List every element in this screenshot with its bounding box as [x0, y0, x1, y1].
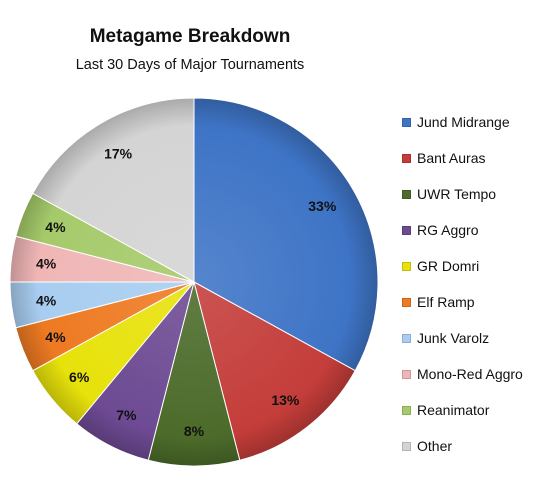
pie-slice-jund-midrange [193, 97, 379, 372]
legend-swatch [402, 369, 411, 379]
legend-item-rg-aggro: RG Aggro [402, 220, 478, 240]
slice-label-junk-varolz: 4% [36, 293, 57, 309]
legend-label: Junk Varolz [417, 330, 490, 346]
legend-swatch [402, 405, 411, 415]
legend-swatch [402, 261, 411, 271]
legend-swatch [402, 333, 411, 343]
legend-item-uwr-tempo: UWR Tempo [402, 184, 496, 204]
slice-label-bant-auras: 13% [271, 392, 300, 408]
legend-swatch [402, 225, 411, 235]
legend-label: Other [417, 438, 453, 454]
legend-item-junk-varolz: Junk Varolz [402, 328, 489, 348]
legend-item-gr-domri: GR Domri [402, 256, 479, 276]
slice-label-uwr-tempo: 8% [184, 423, 205, 439]
chart-title: Metagame Breakdown [89, 26, 291, 47]
chart-subtitle: Last 30 Days of Major Tournaments [75, 57, 305, 73]
legend-label: Bant Auras [417, 150, 486, 166]
slice-label-rg-aggro: 7% [116, 407, 137, 423]
legend-item-other: Other [402, 436, 452, 456]
legend-label: GR Domri [417, 258, 480, 274]
legend-label: Reanimator [417, 402, 490, 418]
legend-label: RG Aggro [417, 222, 479, 238]
legend-swatch [402, 117, 411, 127]
pie-slices [9, 97, 379, 467]
pie-slice-bant-auras [193, 281, 356, 461]
slice-label-jund-midrange: 33% [308, 198, 337, 214]
pie-labels: 33% 13% 8% 7% 6% 4% 4% 4% 4% 17% [36, 146, 337, 439]
legend-swatch [402, 441, 411, 451]
slice-label-mono-red-aggro: 4% [36, 255, 57, 271]
legend-item-elf-ramp: Elf Ramp [402, 292, 475, 312]
legend-swatch [402, 189, 411, 199]
legend-label: UWR Tempo [417, 186, 497, 202]
legend-item-mono-red-aggro: Mono-Red Aggro [402, 364, 523, 384]
slice-label-elf-ramp: 4% [45, 329, 66, 345]
slice-label-gr-domri: 6% [69, 369, 90, 385]
slice-label-other: 17% [104, 146, 133, 162]
legend-label: Elf Ramp [417, 294, 475, 310]
legend-item-jund-midrange: Jund Midrange [402, 112, 510, 132]
legend-swatch [402, 297, 411, 307]
legend-label: Jund Midrange [417, 114, 510, 130]
legend-label: Mono-Red Aggro [417, 366, 523, 382]
pie-slice-uwr-tempo [147, 281, 241, 467]
legend-item-bant-auras: Bant Auras [402, 148, 486, 168]
slice-label-reanimator: 4% [45, 219, 66, 235]
pie-slice-other [32, 97, 195, 283]
legend-item-reanimator: Reanimator [402, 400, 489, 420]
legend-swatch [402, 153, 411, 163]
